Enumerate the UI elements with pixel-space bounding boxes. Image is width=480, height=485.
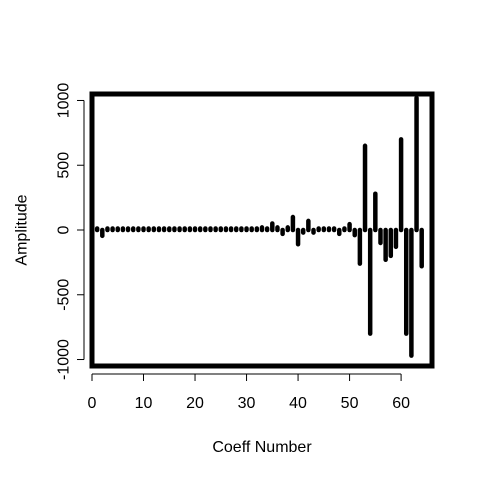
x-axis-label: Coeff Number xyxy=(212,439,312,456)
x-tick-label: 0 xyxy=(88,395,97,412)
x-tick-label: 10 xyxy=(135,395,153,412)
plot-frame xyxy=(89,91,435,369)
y-tick-label: 1000 xyxy=(56,83,73,119)
y-axis: -1000 -500 0 500 1000 xyxy=(56,83,85,380)
y-axis-label: Amplitude xyxy=(14,194,31,265)
y-tick-label: -1000 xyxy=(56,339,73,380)
y-tick-label: -500 xyxy=(56,279,73,311)
x-axis: 0 10 20 30 40 50 60 xyxy=(88,373,410,412)
y-tick-label: 0 xyxy=(56,225,73,234)
bars-layer xyxy=(94,95,424,358)
x-tick-label: 40 xyxy=(289,395,307,412)
x-tick-label: 50 xyxy=(341,395,359,412)
x-tick-label: 60 xyxy=(392,395,410,412)
x-tick-label: 30 xyxy=(238,395,256,412)
y-tick-label: 500 xyxy=(56,152,73,179)
x-tick-label: 20 xyxy=(186,395,204,412)
